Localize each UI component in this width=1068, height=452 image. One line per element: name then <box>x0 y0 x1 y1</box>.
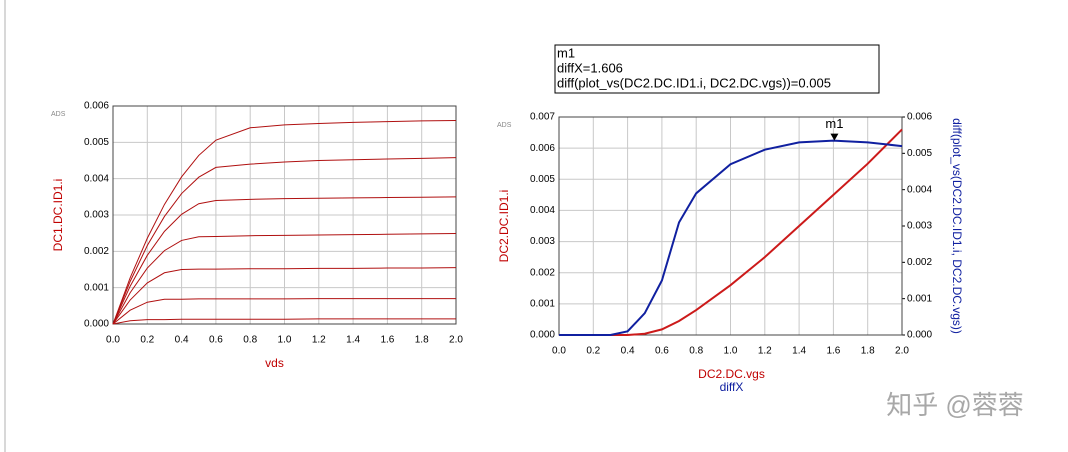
series-line <box>112 318 456 325</box>
x-tick-label: 0.8 <box>243 335 257 346</box>
y-tick-label: 0.005 <box>530 174 555 185</box>
x-axis-label: DC2.DC.vgs <box>698 367 765 381</box>
y2-tick-label: 0.001 <box>907 293 932 304</box>
brand: ADS <box>497 122 512 129</box>
x-tick-label: 0.2 <box>586 346 600 357</box>
x-tick-label: 0.0 <box>552 346 566 357</box>
x-tick-label: 2.0 <box>449 335 463 346</box>
x-axis-label: vds <box>265 356 284 370</box>
x-tick-label: 0.4 <box>175 335 189 346</box>
series-line <box>112 233 457 325</box>
y-tick-label: 0.007 <box>530 112 555 123</box>
y2-tick-label: 0.002 <box>907 257 932 268</box>
plot-frame <box>112 105 457 325</box>
y-tick-label: 0.004 <box>530 205 555 216</box>
x-tick-label: 1.0 <box>724 346 738 357</box>
x-tick-label: 0.2 <box>140 335 154 346</box>
y2-tick-label: 0.006 <box>907 112 932 123</box>
x-tick-label: 1.6 <box>380 335 394 346</box>
y-tick-label: 0.000 <box>84 319 109 330</box>
y-tick-label: 0.004 <box>84 173 109 184</box>
x-tick-label: 2.0 <box>895 346 909 357</box>
x-axis-label: diffX <box>720 380 744 394</box>
y-axis-label: DC1.DC.ID1.i <box>51 179 65 252</box>
y-tick-label: 0.006 <box>530 143 555 154</box>
plot-frame <box>558 116 903 336</box>
x-tick-label: 0.6 <box>655 346 669 357</box>
y2-tick-label: 0.000 <box>907 330 932 341</box>
y-tick-label: 0.003 <box>84 210 109 221</box>
y-tick-label: 0.002 <box>84 246 109 257</box>
x-tick-label: 1.0 <box>278 335 292 346</box>
x-tick-label: 1.8 <box>861 346 875 357</box>
x-tick-label: 1.2 <box>312 335 326 346</box>
x-tick-label: 1.4 <box>346 335 360 346</box>
marker <box>830 133 839 141</box>
x-tick-label: 1.8 <box>415 335 429 346</box>
brand: ADS <box>51 111 66 118</box>
x-tick-label: 1.4 <box>792 346 806 357</box>
y-tick-label: 0.001 <box>84 282 109 293</box>
y2-tick-label: 0.004 <box>907 184 932 195</box>
series-line <box>559 139 903 336</box>
readout-line: diff(plot_vs(DC2.DC.ID1.i, DC2.DC.vgs))=… <box>557 75 831 90</box>
y-tick-label: 0.001 <box>530 298 555 309</box>
readout-box <box>554 44 880 94</box>
series-line <box>112 267 457 325</box>
y2-axis-label: diff(plot_vs(DC2.DC.ID1.i, DC2.DC.vgs)) <box>950 118 964 334</box>
x-tick-label: 1.6 <box>826 346 840 357</box>
marker-label: m1 <box>825 116 843 131</box>
y-tick-label: 0.000 <box>530 330 555 341</box>
series-line <box>112 120 457 325</box>
readout-line: diffX=1.606 <box>557 60 623 75</box>
readout-line: m1 <box>557 45 575 60</box>
x-tick-label: 0.6 <box>209 335 223 346</box>
x-tick-label: 1.2 <box>758 346 772 357</box>
y-tick-label: 0.005 <box>84 137 109 148</box>
y2-tick-label: 0.003 <box>907 221 932 232</box>
x-tick-label: 0.4 <box>621 346 635 357</box>
y-axis-label: DC2.DC.ID1.i <box>497 190 511 263</box>
y-tick-label: 0.002 <box>530 267 555 278</box>
series-line <box>112 298 456 325</box>
series-line <box>112 157 457 325</box>
series-line <box>112 196 457 325</box>
watermark: 知乎 @蓉蓉 <box>886 390 1024 420</box>
x-tick-label: 0.0 <box>106 335 120 346</box>
y-tick-label: 0.006 <box>84 101 109 112</box>
x-tick-label: 0.8 <box>689 346 703 357</box>
y2-tick-label: 0.005 <box>907 148 932 159</box>
y-tick-label: 0.003 <box>530 236 555 247</box>
